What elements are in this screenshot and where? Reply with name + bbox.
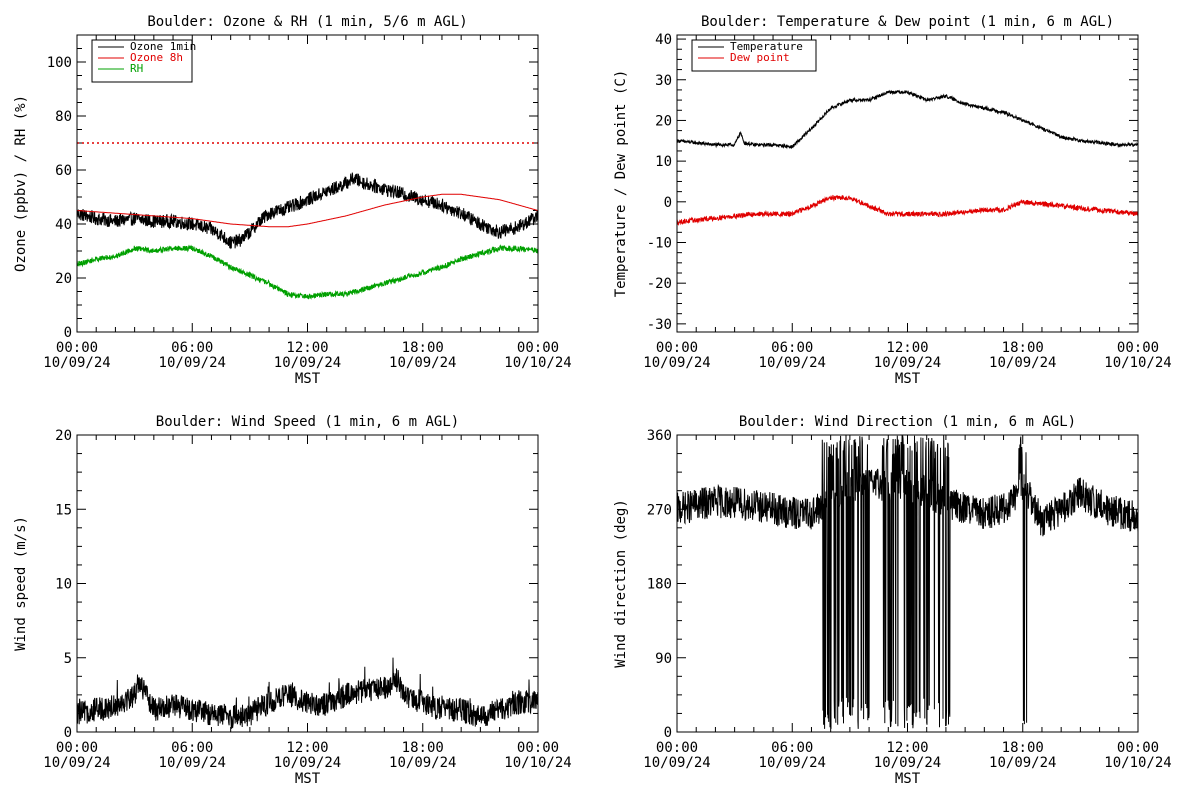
x-tick-label-date: 10/10/24 <box>504 755 571 771</box>
x-tick-label-date: 10/09/24 <box>159 755 226 771</box>
y-tick-label: 0 <box>64 325 72 341</box>
plot-frame <box>676 34 1139 333</box>
legend-label: Dew point <box>730 51 790 64</box>
x-tick-label-time: 00:00 <box>656 340 698 356</box>
x-tick-label-time: 06:00 <box>171 340 213 356</box>
series-line-data <box>77 657 538 729</box>
x-axis-label: MST <box>295 771 321 787</box>
x-tick-label-date: 10/09/24 <box>874 755 941 771</box>
y-tick-label: 20 <box>55 271 72 287</box>
chart-panel-4: Boulder: Wind Direction (1 min, 6 m AGL)… <box>613 414 1172 787</box>
series-line-data <box>677 435 1138 729</box>
x-tick-label-date: 10/09/24 <box>989 355 1056 371</box>
y-tick-label: 80 <box>55 109 72 125</box>
x-tick-label-time: 18:00 <box>1002 340 1044 356</box>
y-tick-label: -10 <box>647 235 672 251</box>
x-tick-label-time: 12:00 <box>286 740 328 756</box>
x-tick-label-time: 00:00 <box>56 740 98 756</box>
chart-title: Boulder: Wind Speed (1 min, 6 m AGL) <box>156 414 459 430</box>
x-tick-label-time: 12:00 <box>886 340 928 356</box>
y-tick-label: -30 <box>647 317 672 333</box>
x-tick-label-time: 18:00 <box>1002 740 1044 756</box>
series-line-temperature <box>677 89 1138 150</box>
chart-panel-1: Boulder: Ozone & RH (1 min, 5/6 m AGL) Oz… <box>13 14 572 387</box>
series-line-rh <box>77 244 538 300</box>
legend-label: Ozone 1min <box>130 40 196 53</box>
y-tick-label: 180 <box>647 577 672 593</box>
y-tick-label: 20 <box>655 113 672 129</box>
x-tick-label-date: 10/09/24 <box>759 355 826 371</box>
x-tick-label-time: 12:00 <box>886 740 928 756</box>
x-tick-label-date: 10/09/24 <box>989 755 1056 771</box>
y-tick-label: 90 <box>655 651 672 667</box>
x-axis-label: MST <box>895 771 921 787</box>
x-tick-label-date: 10/09/24 <box>389 755 456 771</box>
x-tick-label-date: 10/09/24 <box>159 355 226 371</box>
y-tick-label: 10 <box>55 577 72 593</box>
legend-label: Temperature <box>730 40 803 53</box>
y-tick-label: 0 <box>64 725 72 741</box>
x-tick-label-date: 10/10/24 <box>1104 355 1171 371</box>
x-tick-label-time: 18:00 <box>402 740 444 756</box>
y-axis-label: Ozone (ppbv) / RH (%) <box>13 95 29 272</box>
y-tick-label: 40 <box>655 32 672 48</box>
x-tick-label-time: 00:00 <box>56 340 98 356</box>
x-tick-label-date: 10/09/24 <box>759 755 826 771</box>
y-axis-label: Temperature / Dew point (C) <box>613 70 629 298</box>
x-tick-label-date: 10/09/24 <box>643 755 710 771</box>
plot-frame <box>76 434 539 733</box>
chart-panel-2: Boulder: Temperature & Dew point (1 min,… <box>613 14 1172 387</box>
y-tick-label: 5 <box>64 651 72 667</box>
x-tick-label-time: 00:00 <box>656 740 698 756</box>
y-tick-label: 10 <box>655 154 672 170</box>
y-tick-label: 360 <box>647 428 672 444</box>
y-axis-label: Wind direction (deg) <box>613 499 629 668</box>
x-tick-label-time: 06:00 <box>771 740 813 756</box>
legend-label: RH <box>130 62 143 75</box>
x-axis-label: MST <box>295 371 321 387</box>
y-tick-label: 0 <box>664 195 672 211</box>
series-line-ozone-1min <box>77 172 538 250</box>
chart-title: Boulder: Temperature & Dew point (1 min,… <box>701 14 1114 30</box>
chart-title: Boulder: Ozone & RH (1 min, 5/6 m AGL) <box>147 14 467 30</box>
y-tick-label: -20 <box>647 276 672 292</box>
x-tick-label-date: 10/10/24 <box>1104 755 1171 771</box>
x-tick-label-time: 06:00 <box>771 340 813 356</box>
y-tick-label: 30 <box>655 73 672 89</box>
x-tick-label-date: 10/10/24 <box>504 355 571 371</box>
y-tick-label: 15 <box>55 502 72 518</box>
x-tick-label-time: 06:00 <box>171 740 213 756</box>
legend-box <box>691 39 817 72</box>
x-tick-label-time: 12:00 <box>286 340 328 356</box>
x-tick-label-date: 10/09/24 <box>274 355 341 371</box>
plot-frame <box>676 434 1139 733</box>
x-tick-label-date: 10/09/24 <box>389 355 456 371</box>
y-tick-label: 0 <box>664 725 672 741</box>
y-axis-label: Wind speed (m/s) <box>13 516 29 651</box>
chart-panel-3: Boulder: Wind Speed (1 min, 6 m AGL) Wind… <box>13 414 572 787</box>
x-tick-label-time: 00:00 <box>517 340 559 356</box>
x-tick-label-date: 10/09/24 <box>274 755 341 771</box>
x-tick-label-date: 10/09/24 <box>43 755 110 771</box>
x-axis-label: MST <box>895 371 921 387</box>
series-line-ozone-8h <box>77 193 538 228</box>
x-tick-label-time: 00:00 <box>1117 340 1159 356</box>
x-tick-label-date: 10/09/24 <box>643 355 710 371</box>
y-tick-label: 40 <box>55 217 72 233</box>
legend-label: Ozone 8h <box>130 51 183 64</box>
x-tick-label-date: 10/09/24 <box>874 355 941 371</box>
y-tick-label: 100 <box>47 55 72 71</box>
y-tick-label: 60 <box>55 163 72 179</box>
y-tick-label: 270 <box>647 502 672 518</box>
plot-frame <box>76 34 539 333</box>
x-tick-label-time: 18:00 <box>402 340 444 356</box>
series-line-dew-point <box>677 194 1138 226</box>
x-tick-label-date: 10/09/24 <box>43 355 110 371</box>
x-tick-label-time: 00:00 <box>517 740 559 756</box>
chart-title: Boulder: Wind Direction (1 min, 6 m AGL) <box>739 414 1076 430</box>
y-tick-label: 20 <box>55 428 72 444</box>
x-tick-label-time: 00:00 <box>1117 740 1159 756</box>
